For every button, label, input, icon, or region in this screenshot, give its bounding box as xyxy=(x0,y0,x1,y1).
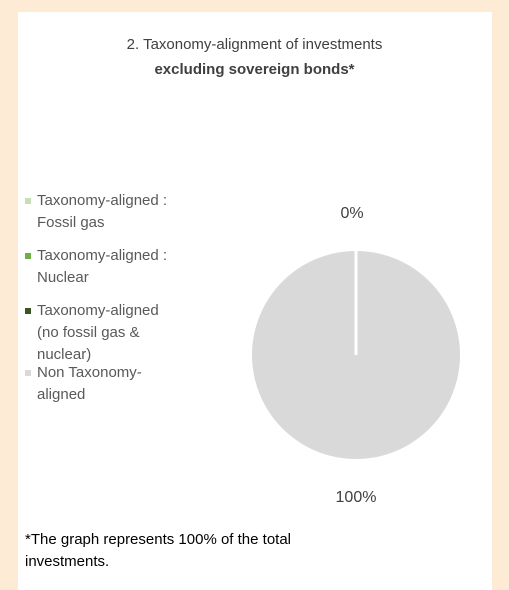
footnote: *The graph represents 100% of the total … xyxy=(25,531,292,570)
data-label: 0% xyxy=(340,205,363,222)
data-label: 100% xyxy=(336,489,377,506)
legend-item: Taxonomy-aligned : Nuclear xyxy=(25,245,172,289)
chart-subtitle: excluding sovereign bonds* xyxy=(154,61,355,78)
legend-item: Non Taxonomy-aligned xyxy=(25,362,172,406)
legend-swatch xyxy=(25,370,31,376)
legend-item: Taxonomy-aligned (no fossil gas & nuclea… xyxy=(25,300,172,366)
legend-label: Taxonomy-aligned (no fossil gas & nuclea… xyxy=(37,302,159,363)
legend-label: Taxonomy-aligned : Fossil gas xyxy=(37,192,168,231)
legend-item: Taxonomy-aligned : Fossil gas xyxy=(25,190,172,234)
legend-swatch xyxy=(25,308,31,314)
chart-title: 2. Taxonomy-alignment of investments xyxy=(126,36,383,53)
legend-label: Non Taxonomy-aligned xyxy=(37,364,142,403)
legend-swatch xyxy=(25,253,31,259)
legend-label: Taxonomy-aligned : Nuclear xyxy=(37,247,168,286)
legend-swatch xyxy=(25,198,31,204)
